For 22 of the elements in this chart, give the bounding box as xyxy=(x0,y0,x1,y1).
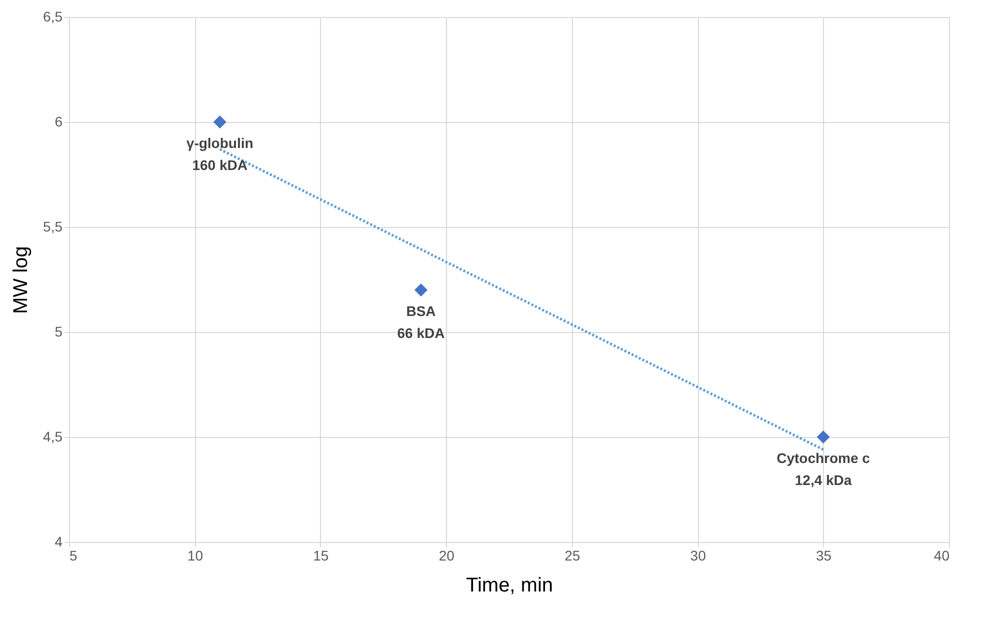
x-tick-label: 30 xyxy=(690,548,706,564)
y-tick-label: 5 xyxy=(54,324,63,340)
x-tick-label: 25 xyxy=(564,548,580,564)
annotation: γ-globulin 160 kDA xyxy=(186,135,254,173)
annotation: Cytochrome c 12,4 kDa xyxy=(776,450,870,488)
point xyxy=(816,430,830,444)
x-tick-label: 15 xyxy=(313,548,329,564)
x-tick-label: 40 xyxy=(934,548,950,564)
y-axis-title: MW log xyxy=(10,246,32,314)
y-tick-label: 5,5 xyxy=(43,218,63,234)
point xyxy=(213,115,226,129)
x-tick-label: 20 xyxy=(438,548,455,564)
x-tick-label: 5 xyxy=(70,548,78,564)
point xyxy=(414,283,428,297)
y-tick-label: 6 xyxy=(54,114,63,130)
x-axis-title: Time, min xyxy=(466,574,554,596)
x-tick-label: 10 xyxy=(187,548,204,564)
annotation: BSA 66 kDA xyxy=(397,303,445,341)
y-tick-label: 4 xyxy=(54,534,63,550)
y-tick-label: 4,5 xyxy=(43,428,63,444)
y-tick-label: 6,5 xyxy=(43,8,63,24)
x-tick-label: 35 xyxy=(816,548,832,564)
